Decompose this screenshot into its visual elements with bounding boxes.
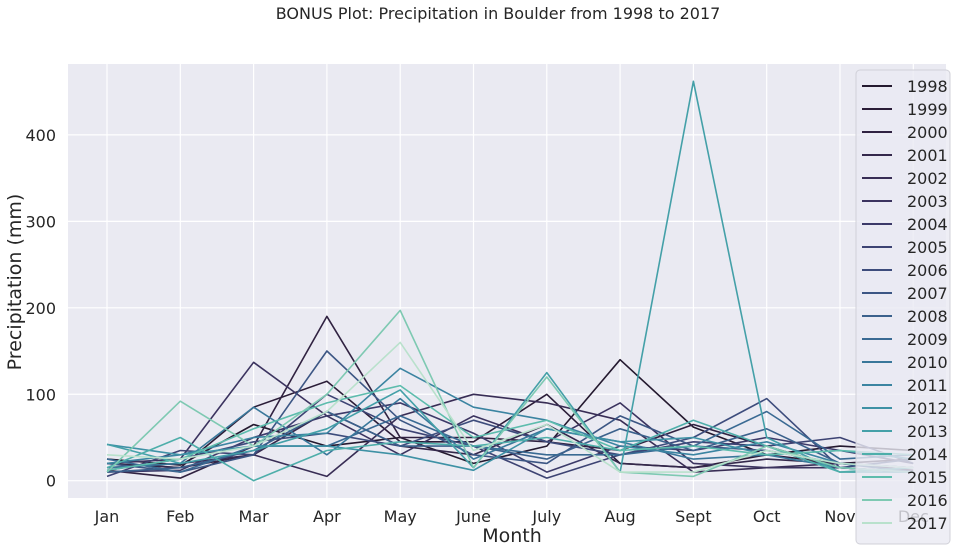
y-tick-100: 100 [25, 385, 56, 404]
grid-lines [68, 64, 946, 498]
x-tick-apr: Apr [313, 507, 341, 526]
legend-label-2007: 2007 [907, 284, 948, 303]
series-lines [106, 80, 914, 482]
legend-label-2005: 2005 [907, 238, 948, 257]
series-line-2011 [106, 367, 914, 469]
y-tick-200: 200 [25, 299, 56, 318]
x-axis-label: Month [482, 525, 542, 547]
y-tick-300: 300 [25, 212, 56, 231]
x-tick-sept: Sept [675, 507, 711, 526]
legend-label-2012: 2012 [907, 399, 948, 418]
x-tick-labels: JanFebMarAprMayJuneJulyAugSeptOctNovDec [94, 507, 929, 526]
legend-label-2006: 2006 [907, 261, 948, 280]
x-tick-mar: Mar [239, 507, 270, 526]
series-line-2010 [106, 397, 914, 473]
legend-box [855, 69, 951, 545]
legend-label-2015: 2015 [907, 468, 948, 487]
x-tick-aug: Aug [604, 507, 635, 526]
y-axis-label: Precipitation (mm) [4, 194, 26, 371]
legend-label-2000: 2000 [907, 123, 948, 142]
x-tick-may: May [384, 507, 417, 526]
x-tick-jan: Jan [94, 507, 120, 526]
series-line-2015 [106, 384, 914, 472]
legend-label-2011: 2011 [907, 376, 948, 395]
x-tick-june: June [455, 507, 491, 526]
legend-label-2004: 2004 [907, 215, 948, 234]
x-tick-oct: Oct [753, 507, 781, 526]
y-tick-0: 0 [46, 472, 56, 491]
x-tick-nov: Nov [824, 507, 855, 526]
legend-label-2016: 2016 [907, 491, 948, 510]
chart-title: BONUS Plot: Precipitation in Boulder fro… [276, 4, 721, 23]
legend-label-2013: 2013 [907, 422, 948, 441]
legend-label-2002: 2002 [907, 169, 948, 188]
y-tick-400: 400 [25, 126, 56, 145]
legend-label-2003: 2003 [907, 192, 948, 211]
legend-label-2008: 2008 [907, 307, 948, 326]
legend-label-2014: 2014 [907, 445, 948, 464]
series-line-2016 [106, 309, 914, 478]
series-line-2013 [106, 80, 914, 473]
x-tick-july: July [531, 507, 561, 526]
y-tick-labels: 0 100 200 300 400 [25, 126, 56, 491]
legend-label-1999: 1999 [907, 100, 948, 119]
legend-label-2001: 2001 [907, 146, 948, 165]
series-line-2017 [106, 341, 914, 473]
legend-label-2010: 2010 [907, 353, 948, 372]
series-line-2006 [106, 397, 914, 472]
legend-label-1998: 1998 [907, 77, 948, 96]
legend-label-2017: 2017 [907, 514, 948, 533]
legend: 1998 1999 2000 2001 2002 2003 2004 2005 2006 2007… [855, 69, 951, 545]
legend-label-2009: 2009 [907, 330, 948, 349]
x-tick-feb: Feb [166, 507, 194, 526]
